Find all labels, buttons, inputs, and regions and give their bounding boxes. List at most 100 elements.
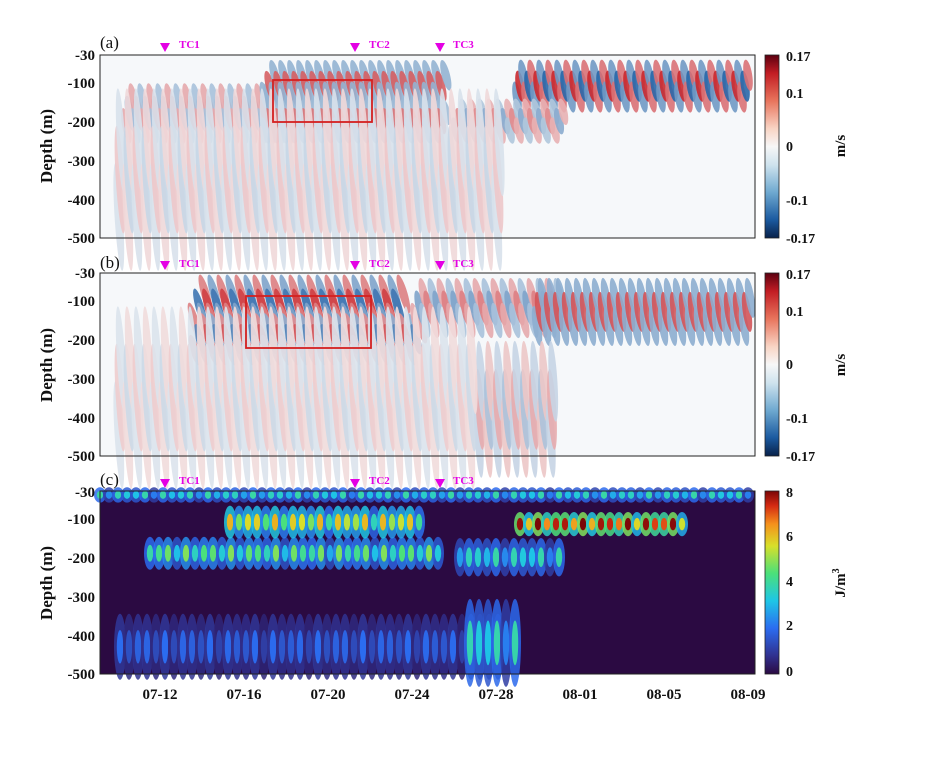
velocity-b-cell xyxy=(558,305,570,346)
velocity-a-cell xyxy=(267,125,279,234)
energy-cell-core xyxy=(368,629,376,664)
energy-cell-core xyxy=(377,629,385,664)
energy-cell-core xyxy=(334,513,342,531)
panel-b-letter: (b) xyxy=(100,253,120,272)
velocity-b-cell xyxy=(567,305,579,346)
velocity-b-cell xyxy=(141,343,153,452)
xtick-07-20: 07-20 xyxy=(311,687,346,703)
energy-cell-core xyxy=(406,513,414,531)
velocity-b-cell xyxy=(284,381,296,489)
energy-cell-core xyxy=(465,547,473,567)
cb-c-tick-4: 0 xyxy=(786,665,793,680)
velocity-a-cell xyxy=(194,163,206,271)
velocity-b-cell xyxy=(177,343,189,452)
velocity-b-cell xyxy=(132,343,144,452)
velocity-a-cell xyxy=(437,163,449,271)
energy-cell-core xyxy=(362,544,370,562)
velocity-a-cell xyxy=(204,125,216,234)
velocity-a-cell xyxy=(428,163,440,271)
velocity-b-cell xyxy=(402,343,414,452)
velocity-b-cell xyxy=(159,343,171,452)
energy-cell-core xyxy=(312,490,320,499)
cb-c-tick-3: 2 xyxy=(786,619,793,634)
panel-b-markers: TC1 TC2 TC3 xyxy=(160,258,474,270)
energy-cell-core xyxy=(501,490,509,499)
ytick-b-200: -200 xyxy=(68,333,96,349)
velocity-a-cell xyxy=(447,125,459,234)
velocity-a-cell xyxy=(464,163,476,271)
energy-cell-core xyxy=(475,620,483,666)
energy-cell-core xyxy=(287,629,295,664)
energy-cell-core xyxy=(456,490,464,499)
velocity-b-cell xyxy=(744,277,756,318)
energy-cell-core xyxy=(465,490,473,499)
ytick-c-400: -400 xyxy=(68,629,96,645)
energy-cell-core xyxy=(546,490,554,499)
velocity-a-cell xyxy=(239,163,251,271)
energy-cell-core xyxy=(699,490,707,499)
velocity-a-cell xyxy=(393,125,405,234)
ytick-c-200: -200 xyxy=(68,551,96,567)
velocity-b-cell xyxy=(509,302,521,339)
velocity-b-cell xyxy=(630,305,642,346)
energy-cell-core xyxy=(440,629,448,664)
tc1-marker-a xyxy=(160,43,170,52)
velocity-b-cell xyxy=(194,381,206,489)
tc3-marker-c xyxy=(435,479,445,488)
velocity-b-cell xyxy=(447,343,459,452)
velocity-b-cell xyxy=(114,343,126,452)
cb-a-tick-3: -0.1 xyxy=(786,194,808,209)
panel-b-y-ticks: -30 -100 -200 -300 -400 -500 xyxy=(68,266,96,465)
velocity-a-cell xyxy=(540,117,551,144)
energy-cell-core xyxy=(359,629,367,664)
velocity-b-cell xyxy=(285,343,297,452)
energy-cell-core xyxy=(330,490,338,499)
velocity-b-cell xyxy=(213,343,225,452)
velocity-a-cell xyxy=(311,163,323,271)
velocity-a-cell xyxy=(438,125,450,234)
energy-cell-core xyxy=(164,544,172,562)
xtick-07-24: 07-24 xyxy=(395,687,430,703)
energy-cell-core xyxy=(386,629,394,664)
velocity-b-cell xyxy=(411,343,423,452)
panel-a-colorbar-ticks: 0.17 0.1 0 -0.1 -0.17 xyxy=(786,50,815,247)
energy-cell-core xyxy=(296,629,304,664)
energy-cell-core xyxy=(191,544,199,562)
energy-cell-core xyxy=(161,629,169,664)
panel-c-y-ticks: -30 -100 -200 -300 -400 -500 xyxy=(68,485,96,683)
velocity-b-cell xyxy=(711,305,723,346)
velocity-b-cell xyxy=(374,381,386,489)
energy-cell-core xyxy=(204,490,212,499)
energy-cell-core xyxy=(582,490,590,499)
velocity-b-cell xyxy=(240,343,252,452)
energy-cell-core xyxy=(510,547,518,567)
velocity-b-cell xyxy=(186,343,198,452)
panel-b: (b) TC1 TC2 TC3 -30 -100 -200 -300 -400 … xyxy=(37,253,849,489)
velocity-b-cell xyxy=(239,381,251,489)
energy-cell-core xyxy=(321,490,329,499)
energy-cell-core xyxy=(434,544,442,562)
velocity-b-cell xyxy=(339,343,351,452)
velocity-b-cell xyxy=(410,381,422,489)
energy-cell-core xyxy=(397,513,405,531)
energy-cell-core xyxy=(615,517,623,531)
tc1-label-b: TC1 xyxy=(179,258,200,270)
energy-cell-core xyxy=(449,629,457,664)
energy-cell-core xyxy=(483,547,491,567)
velocity-a-cell xyxy=(482,163,494,271)
velocity-b-cell xyxy=(329,381,341,489)
velocity-a-cell xyxy=(420,125,432,234)
velocity-b-cell xyxy=(702,305,714,346)
energy-cell-core xyxy=(681,490,689,499)
energy-cell-core xyxy=(429,490,437,499)
velocity-a-cell xyxy=(149,163,161,271)
velocity-b-cell xyxy=(312,343,324,452)
xtick-08-09: 08-09 xyxy=(731,687,766,703)
velocity-b-cell xyxy=(482,302,494,339)
velocity-b-cell xyxy=(267,343,279,452)
energy-cell-core xyxy=(213,490,221,499)
velocity-b-cell xyxy=(257,381,269,489)
energy-cell-core xyxy=(177,490,185,499)
velocity-a-cell xyxy=(338,163,350,271)
